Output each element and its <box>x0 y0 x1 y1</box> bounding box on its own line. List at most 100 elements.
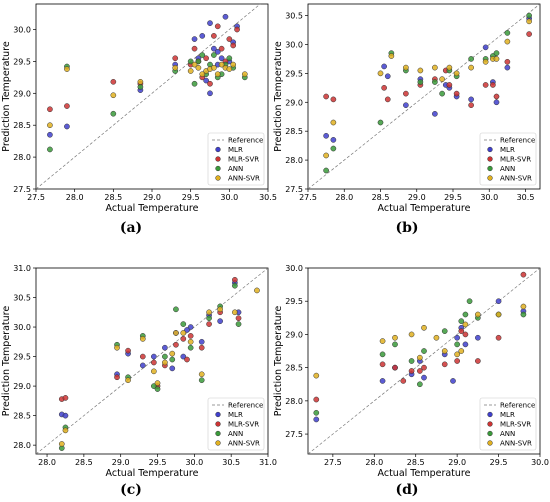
data-point <box>154 386 161 392</box>
data-point <box>180 321 187 327</box>
data-point <box>173 306 179 313</box>
data-point <box>482 44 489 51</box>
data-point <box>187 338 194 345</box>
data-point <box>232 309 238 316</box>
data-point <box>379 351 386 358</box>
reference-line <box>35 3 261 190</box>
data-point <box>330 96 337 103</box>
data-point <box>466 298 473 305</box>
x-tick-label: 29.0 <box>112 458 130 467</box>
chart-panel: 27.5 28.0 28.5 29.0 29.5 30.0 30.5 27.5 28.0 28.5… <box>1 3 277 236</box>
data-point <box>468 96 474 103</box>
data-point <box>330 119 337 126</box>
x-tick-label: 28.0 <box>335 193 353 202</box>
reference-line <box>307 3 541 190</box>
legend-box <box>479 397 537 451</box>
y-tick-label: 28.0 <box>285 156 303 165</box>
data-point <box>493 99 500 106</box>
data-point <box>199 33 206 39</box>
data-point <box>421 348 427 354</box>
data-point <box>206 309 212 316</box>
data-point <box>217 306 223 313</box>
legend-box <box>207 397 265 451</box>
data-point <box>150 368 157 375</box>
data-point <box>139 353 146 360</box>
data-point <box>381 63 387 70</box>
data-point <box>468 102 474 109</box>
data-point <box>47 146 53 153</box>
legend-label: MLR <box>500 411 515 419</box>
data-point <box>218 55 225 62</box>
x-axis-label: Actual Temperature <box>106 203 199 214</box>
data-point <box>379 378 386 384</box>
legend-label: MLR <box>228 146 243 154</box>
data-point <box>495 311 502 318</box>
legend-marker <box>215 430 221 437</box>
data-point <box>234 26 240 33</box>
legend-marker <box>215 421 221 427</box>
legend-label: MLR <box>228 411 243 419</box>
data-point <box>520 271 527 278</box>
data-point <box>462 311 469 318</box>
y-tick-label: 27.5 <box>285 185 303 194</box>
y-tick-label: 30.0 <box>13 26 31 35</box>
data-point <box>207 90 213 97</box>
data-point <box>64 123 70 130</box>
data-point <box>504 30 511 36</box>
x-tick-label: 28.0 <box>38 458 56 467</box>
legend-label: Reference <box>228 137 263 145</box>
data-point <box>417 381 423 388</box>
data-point <box>421 374 427 381</box>
x-tick-label: 31.0 <box>259 458 277 467</box>
data-point <box>169 356 176 363</box>
legend-box <box>479 132 537 186</box>
x-tick-label: 28.5 <box>372 193 390 202</box>
x-tick-label: 29.5 <box>490 458 508 467</box>
data-point <box>241 71 248 78</box>
data-point <box>403 64 409 71</box>
data-point <box>64 103 70 109</box>
legend-marker <box>215 165 221 172</box>
data-point <box>191 61 198 68</box>
data-point <box>453 70 460 77</box>
data-point <box>417 354 423 361</box>
data-point <box>218 61 225 68</box>
legend-label: ANN <box>500 430 515 438</box>
x-tick-label: 28.0 <box>66 193 84 202</box>
legend-marker <box>487 165 493 172</box>
data-point <box>504 64 511 71</box>
legend-label: MLR-SVR <box>228 421 259 429</box>
x-tick-label: 30.5 <box>222 458 240 467</box>
data-point <box>482 58 489 65</box>
data-point <box>180 330 187 336</box>
data-point <box>454 351 460 358</box>
legend-label: ANN-SVR <box>500 175 532 183</box>
y-tick-label: 28.5 <box>13 121 31 130</box>
chart-panel: 27.5 28.0 28.5 29.0 29.5 30.0 27.5 28.0 28.5 29.0… <box>273 264 549 498</box>
y-tick-label: 30.0 <box>13 323 31 332</box>
x-tick-label: 28.5 <box>104 193 122 202</box>
legend-label: MLR-SVR <box>500 421 531 429</box>
legend-marker <box>487 430 493 437</box>
y-tick-label: 31.0 <box>13 264 31 273</box>
chart-panel: 28.0 28.5 29.0 29.5 30.0 30.5 31.0 28.0 28.5 29.0… <box>1 264 277 498</box>
data-point <box>446 64 453 71</box>
data-point <box>125 377 131 384</box>
panel-label: (a) <box>120 220 142 236</box>
data-point <box>392 341 398 348</box>
y-axis-label: Prediction Temperature <box>273 306 284 417</box>
data-point <box>187 324 194 330</box>
y-tick-label: 27.5 <box>285 430 303 439</box>
data-point <box>526 18 532 25</box>
data-point <box>154 380 161 386</box>
data-point <box>450 378 456 384</box>
data-point <box>203 55 209 62</box>
y-tick-label: 28.0 <box>13 441 31 450</box>
data-point <box>203 77 209 84</box>
data-point <box>235 315 242 322</box>
x-tick-label: 30.0 <box>480 193 498 202</box>
data-point <box>493 56 500 62</box>
data-point <box>432 64 438 71</box>
data-point <box>388 53 395 59</box>
data-point <box>184 356 190 363</box>
